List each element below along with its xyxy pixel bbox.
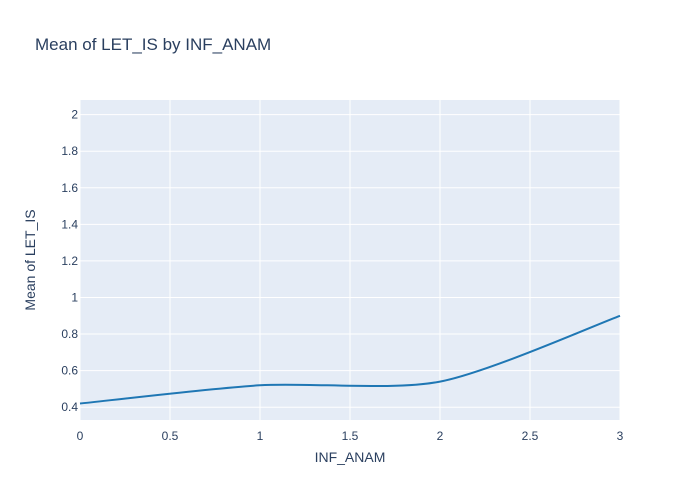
series-layer bbox=[79, 314, 621, 405]
grid-layer bbox=[79, 100, 621, 420]
y-tick-label-7: 1.8 bbox=[61, 144, 78, 158]
x-tick-label-5: 2.5 bbox=[522, 429, 539, 443]
series-line bbox=[79, 314, 621, 405]
chart-title: Mean of LET_IS by INF_ANAM bbox=[35, 35, 271, 54]
y-tick-label-6: 1.6 bbox=[61, 181, 78, 195]
y-tick-label-4: 1.2 bbox=[61, 254, 78, 268]
tick-labels: 0 0.5 1 1.5 2 2.5 3 0.4 0.6 0.8 1 1.2 1.4 1.6 1.8 2 bbox=[61, 108, 623, 443]
y-tick-label-8: 2 bbox=[71, 108, 78, 122]
y-tick-label-2: 0.8 bbox=[61, 327, 78, 341]
x-tick-label-6: 3 bbox=[617, 429, 624, 443]
y-axis-label: Mean of LET_IS bbox=[22, 209, 38, 310]
x-tick-label-2: 1 bbox=[257, 429, 264, 443]
x-tick-label-1: 0.5 bbox=[162, 429, 179, 443]
y-tick-label-0: 0.4 bbox=[61, 400, 78, 414]
y-tick-label-5: 1.4 bbox=[61, 217, 78, 231]
x-tick-label-0: 0 bbox=[77, 429, 84, 443]
x-axis-label: INF_ANAM bbox=[315, 449, 386, 465]
x-tick-label-4: 2 bbox=[437, 429, 444, 443]
y-tick-label-1: 0.6 bbox=[61, 364, 78, 378]
y-tick-label-3: 1 bbox=[71, 290, 78, 304]
x-tick-label-3: 1.5 bbox=[342, 429, 359, 443]
